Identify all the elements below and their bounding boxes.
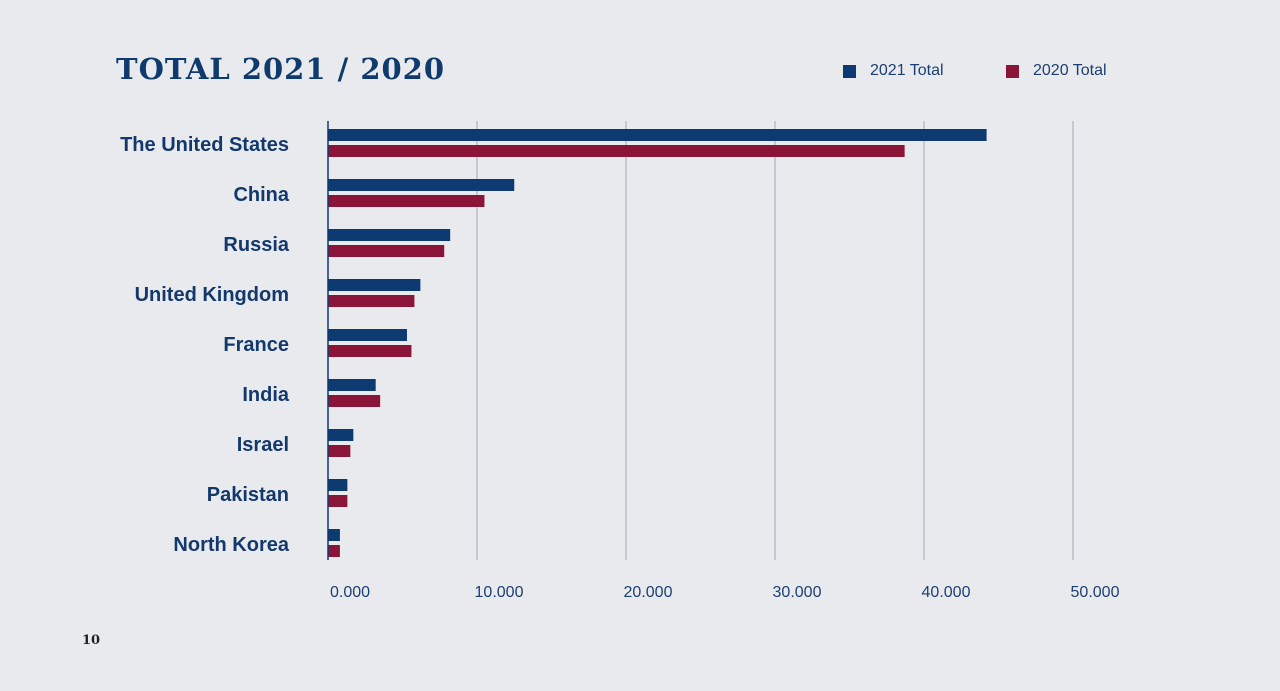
x-tick-label: 30.000 xyxy=(773,584,822,601)
x-tick-label: 20.000 xyxy=(624,584,673,601)
category-label: France xyxy=(223,334,289,356)
category-label: India xyxy=(242,384,290,406)
bar-2020 xyxy=(328,445,351,457)
bar-2021 xyxy=(328,379,376,391)
bar-2020 xyxy=(328,395,381,407)
legend-label-2021: 2021 Total xyxy=(870,62,944,79)
category-label: United Kingdom xyxy=(135,284,289,306)
category-label: Pakistan xyxy=(207,484,289,506)
x-tick-label: 40.000 xyxy=(922,584,971,601)
bar-2020 xyxy=(328,145,905,157)
legend-item-2020: 2020 Total xyxy=(1006,62,1107,80)
bar-2021 xyxy=(328,479,348,491)
category-label: China xyxy=(233,184,289,206)
bar-2020 xyxy=(328,295,415,307)
bar-2020 xyxy=(328,545,340,557)
category-label: North Korea xyxy=(173,534,289,556)
bar-2020 xyxy=(328,495,348,507)
category-label: The United States xyxy=(120,134,289,156)
bar-2021 xyxy=(328,229,451,241)
bar-2020 xyxy=(328,245,445,257)
category-label: Russia xyxy=(223,234,289,256)
x-tick-label: 50.000 xyxy=(1071,584,1120,601)
bar-2021 xyxy=(328,179,515,191)
bar-2021 xyxy=(328,279,421,291)
page-number: 10 xyxy=(82,633,101,648)
bar-2020 xyxy=(328,345,412,357)
bar-2021 xyxy=(328,329,407,341)
legend-swatch-2020 xyxy=(1006,64,1019,78)
bar-2021 xyxy=(328,429,354,441)
x-tick-label: 0.000 xyxy=(330,584,370,601)
chart-title: TOTAL 2021 / 2020 xyxy=(116,52,446,86)
legend-item-2021: 2021 Total xyxy=(843,62,944,80)
bar-2020 xyxy=(328,195,485,207)
legend-label-2020: 2020 Total xyxy=(1033,62,1107,79)
bar-2021 xyxy=(328,529,340,541)
legend-swatch-2021 xyxy=(843,64,856,78)
bar-2021 xyxy=(328,129,987,141)
x-tick-label: 10.000 xyxy=(475,584,524,601)
category-label: Israel xyxy=(237,434,289,456)
